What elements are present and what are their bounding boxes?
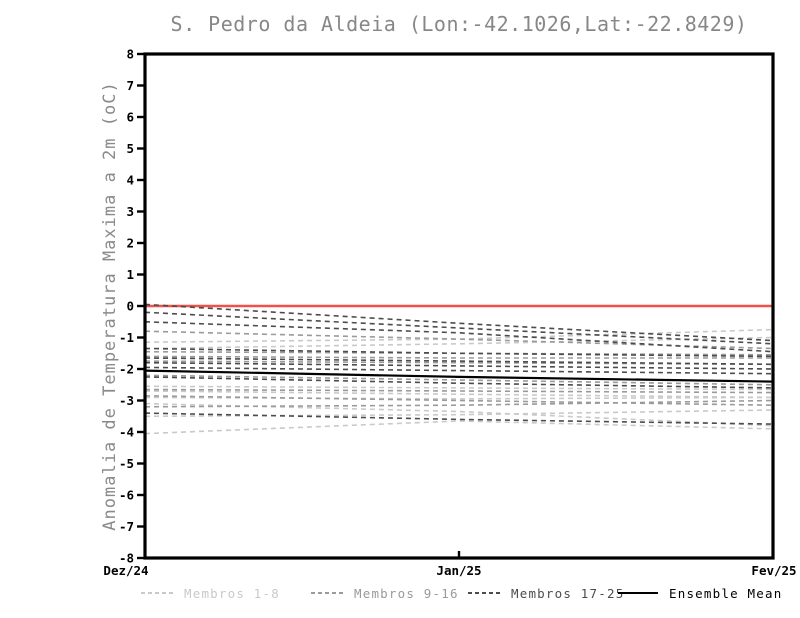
legend-label: Membros 17-25 [511, 585, 625, 601]
ensemble-member-line [144, 350, 774, 356]
x-tick-label: Fev/25 [751, 563, 796, 578]
y-tick-label: 5 [126, 141, 134, 156]
ensemble-member-line [144, 399, 774, 408]
ensemble-member-line [144, 347, 774, 358]
legend-item-ensemble-mean: Ensemble Mean [618, 584, 782, 602]
y-tick-label: -8 [119, 551, 134, 566]
y-tick-label: -7 [119, 519, 134, 534]
ensemble-member-line [144, 321, 774, 353]
ensemble-member-line [144, 390, 774, 399]
legend-item-membros-1-8: Membros 1-8 [141, 584, 280, 602]
y-tick-label: -3 [119, 393, 134, 408]
y-tick-label: -6 [119, 488, 134, 503]
y-tick-label: 1 [126, 267, 134, 282]
y-tick-label: 6 [126, 110, 134, 125]
ensemble-member-line [144, 311, 774, 345]
ensemble-member-line [144, 376, 774, 389]
ensemble-member-line [144, 357, 774, 366]
chart-title: S. Pedro da Aldeia (Lon:-42.1026,Lat:-22… [170, 12, 748, 36]
x-tick-label: Jan/25 [436, 563, 481, 578]
y-tick-label: -2 [119, 362, 134, 377]
y-tick-label: -4 [119, 425, 134, 440]
ensemble-member-line [144, 328, 774, 343]
legend-label: Membros 1-8 [184, 585, 280, 601]
legend-item-membros-9-16: Membros 9-16 [311, 584, 459, 602]
dashed-line-sample-icon [468, 592, 500, 594]
y-tick-label: -5 [119, 456, 134, 471]
ensemble-member-line [144, 355, 773, 359]
y-tick-label: 4 [126, 173, 134, 188]
ensemble-member-line [144, 396, 774, 400]
legend-label: Ensemble Mean [669, 585, 783, 601]
legend-item-membros-17-25: Membros 17-25 [468, 584, 624, 602]
y-tick-label: 8 [126, 47, 134, 62]
y-tick-label: -1 [119, 330, 134, 345]
y-tick-label: 7 [126, 78, 134, 93]
ensemble-member-line [144, 420, 774, 435]
ensemble-member-line [144, 374, 774, 386]
ensemble-member-line [144, 409, 774, 418]
y-tick-label: 0 [126, 299, 134, 314]
solid-line-sample-icon [618, 592, 658, 594]
legend-label: Membros 9-16 [354, 585, 459, 601]
ensemble-member-line [144, 361, 774, 370]
ensemble-member-line [144, 388, 774, 394]
ensemble-member-line [144, 303, 774, 342]
chart-legend: Membros 1-8 Membros 9-16 Membros 17-25 E… [0, 584, 800, 604]
ensemble-member-line [144, 385, 774, 391]
ensemble-member-line [144, 336, 774, 350]
ensemble-member-line [144, 412, 774, 425]
y-tick-label: 3 [126, 204, 134, 219]
ensemble-member-line [144, 395, 774, 406]
ensemble-member-line [144, 366, 774, 375]
y-tick-label: 2 [126, 236, 134, 251]
dashed-line-sample-icon [311, 592, 343, 594]
x-tick-label: Dez/24 [103, 563, 148, 578]
ensemble-mean-line [144, 369, 774, 383]
dashed-line-sample-icon [141, 592, 173, 594]
ensemble-member-line [144, 402, 774, 427]
